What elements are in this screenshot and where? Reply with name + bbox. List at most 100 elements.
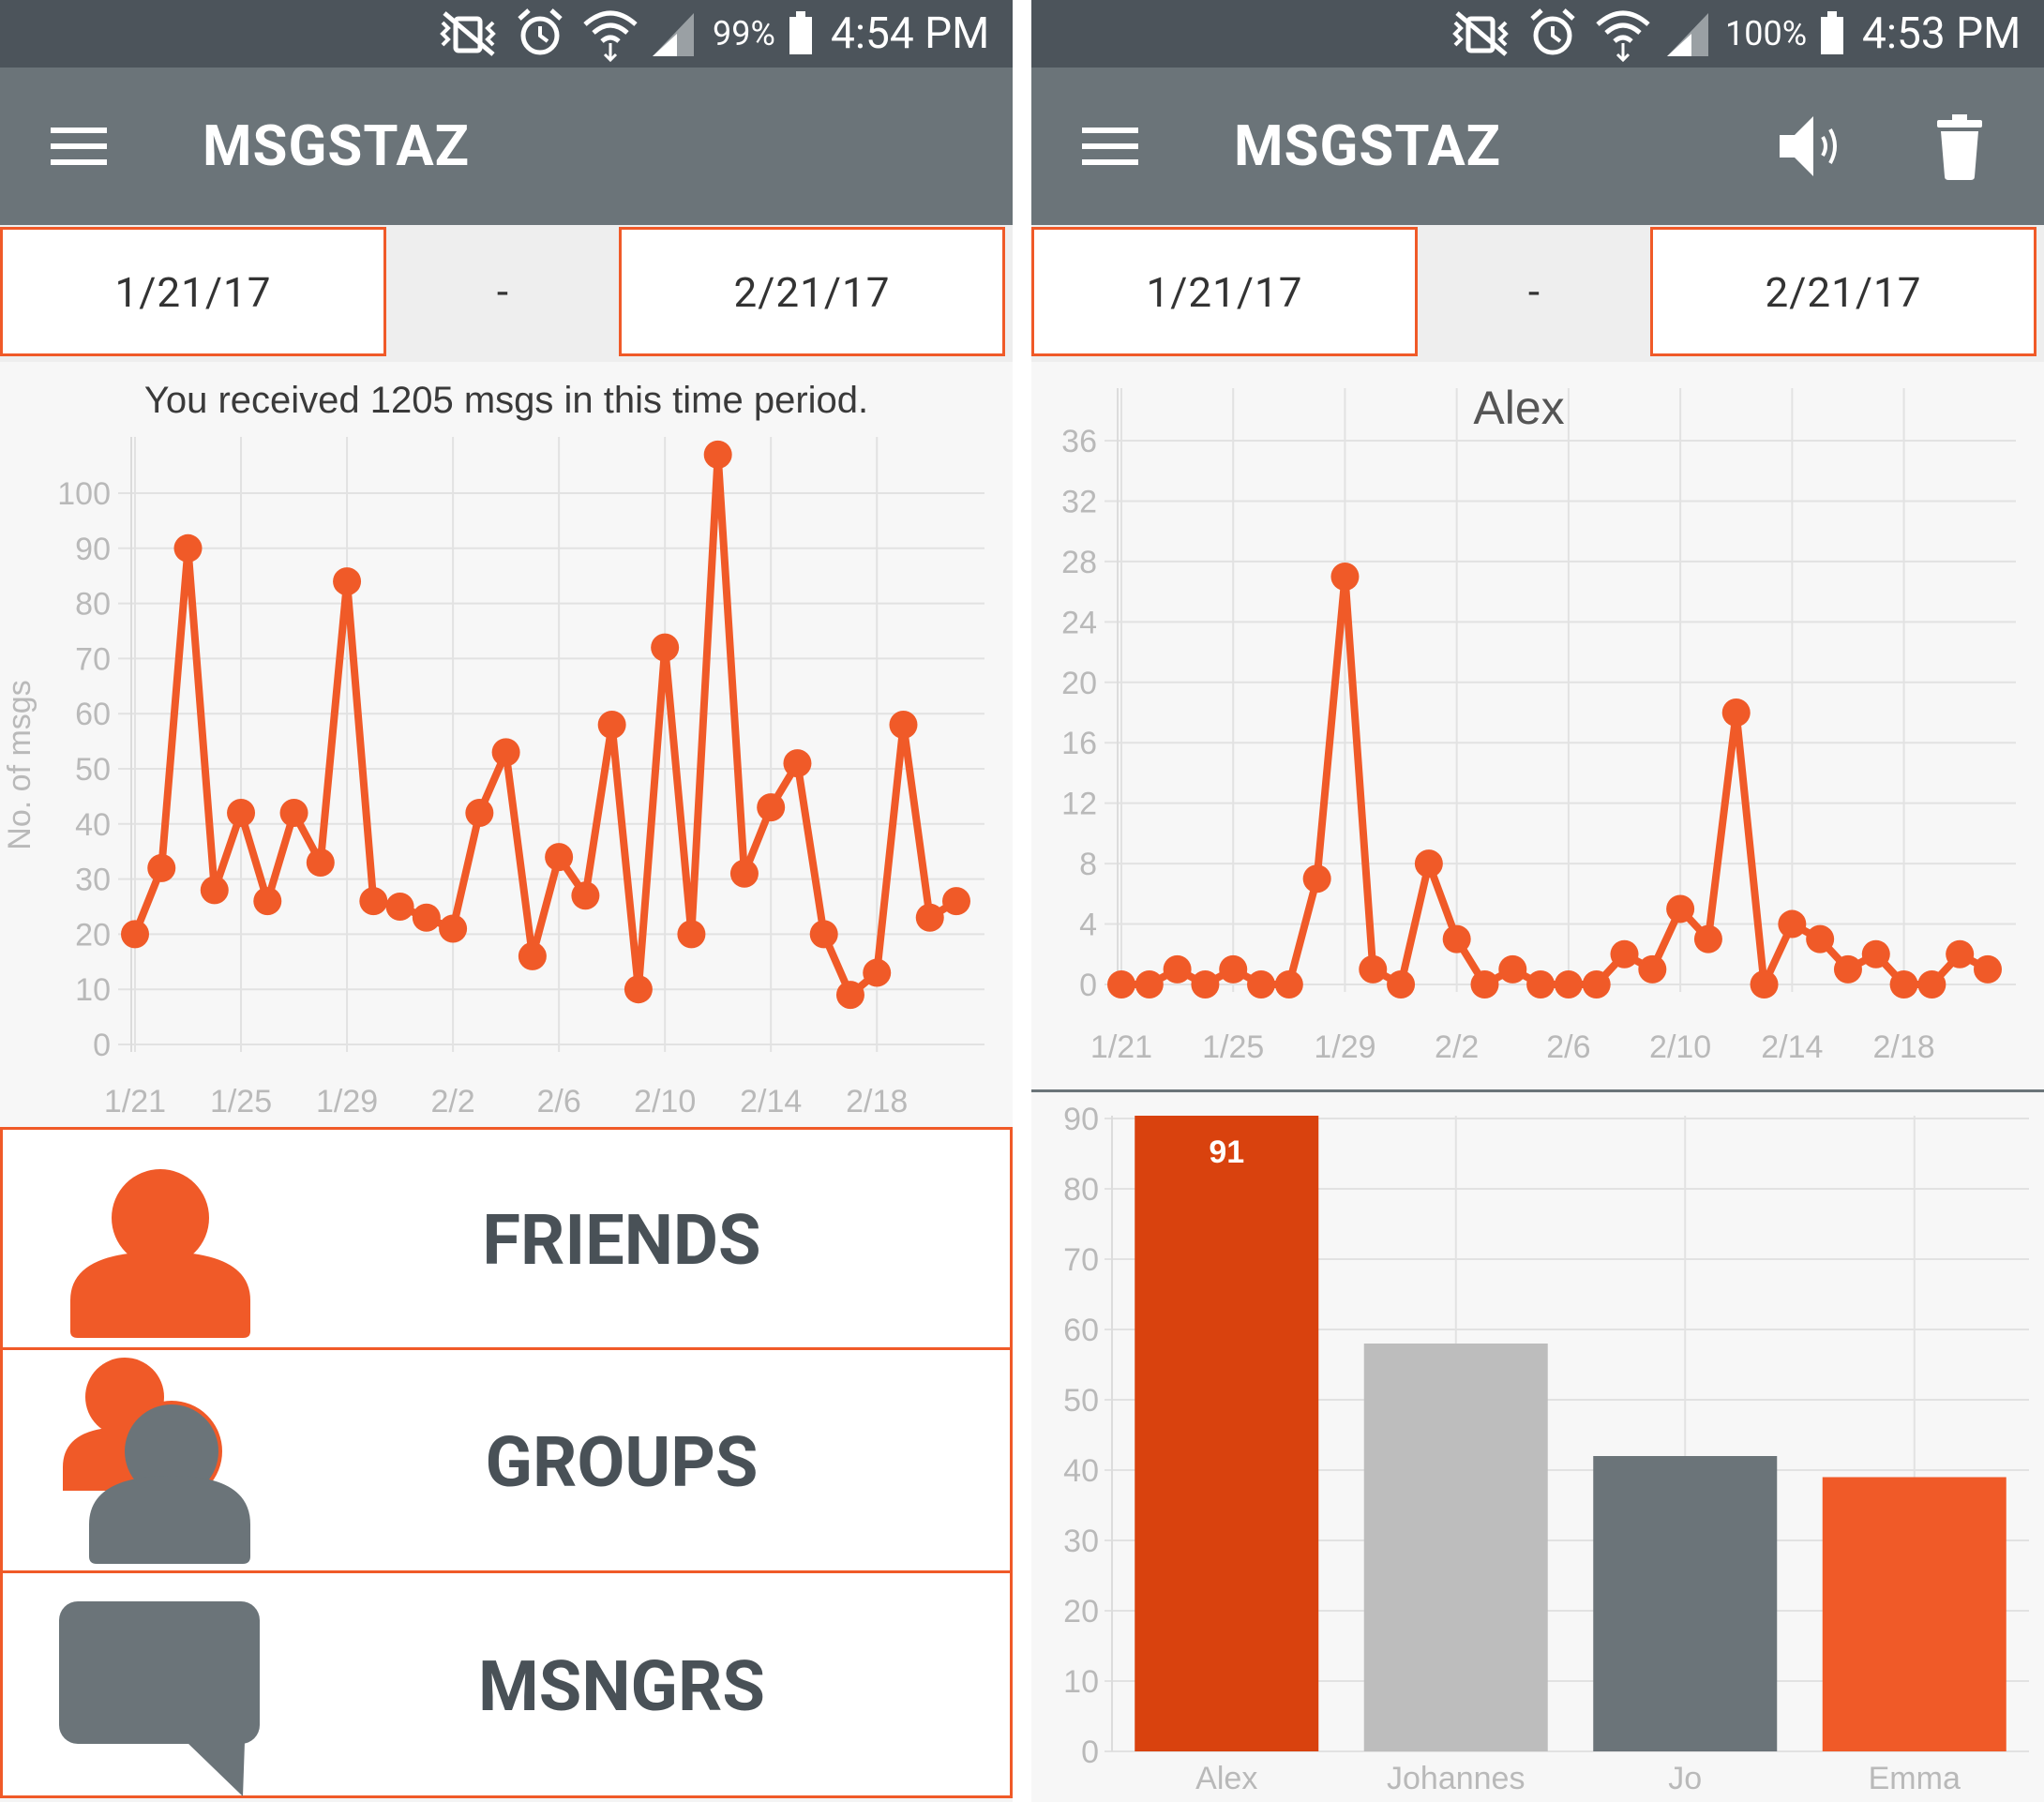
data-point [1610, 939, 1639, 969]
menu-icon[interactable] [51, 124, 107, 169]
friends-label: FRIENDS [482, 1200, 761, 1282]
bar-alex [1135, 1116, 1319, 1751]
msngrs-button[interactable]: MSNGRS [0, 1570, 1013, 1798]
date-separator: - [496, 267, 509, 316]
y-tick-label: 36 [1061, 424, 1097, 459]
data-point [1721, 698, 1751, 727]
app-title: MSGSTAZ [203, 113, 471, 179]
data-point [1526, 970, 1556, 999]
trash-icon[interactable] [1931, 111, 1988, 182]
data-point [306, 848, 335, 877]
data-point [1359, 954, 1388, 984]
y-tick-label: 0 [93, 1028, 111, 1063]
left-screen: 99% 4:54 PM MSGSTAZ 1/21/17 - 2/21/17 Yo… [0, 0, 1013, 1802]
y-tick-label: 60 [75, 697, 111, 732]
x-tick-label: Johannes [1387, 1761, 1525, 1796]
x-tick-label: 1/25 [1202, 1029, 1264, 1065]
data-point [1274, 970, 1303, 999]
alarm-icon [518, 8, 563, 55]
data-point [942, 887, 970, 916]
data-point [1302, 864, 1331, 893]
bar-johannes [1363, 1344, 1548, 1751]
end-date-field[interactable]: 2/21/17 [1650, 227, 2036, 356]
y-tick-label: 8 [1079, 847, 1097, 882]
data-point [1806, 924, 1835, 954]
x-tick-label: Alex [1195, 1761, 1257, 1796]
app-bar: MSGSTAZ [1031, 68, 2044, 225]
groups-button[interactable]: GROUPS [0, 1347, 1013, 1573]
y-tick-label: 70 [1063, 1242, 1099, 1278]
data-point [545, 843, 574, 872]
data-point [1107, 970, 1135, 999]
data-point [1946, 939, 1975, 969]
app-title: MSGSTAZ [1234, 113, 1502, 179]
data-point [809, 920, 838, 949]
data-point [173, 533, 203, 563]
data-point [465, 799, 494, 828]
data-point [1414, 849, 1443, 878]
y-tick-label: 24 [1061, 605, 1097, 640]
volume-icon[interactable] [1772, 111, 1847, 182]
x-tick-label: 1/21 [104, 1084, 166, 1119]
data-point [1778, 909, 1807, 939]
data-point [703, 440, 732, 469]
start-date-field[interactable]: 1/21/17 [1031, 227, 1418, 356]
y-tick-label: 20 [75, 917, 111, 953]
data-point [1163, 954, 1192, 984]
data-point [1247, 970, 1276, 999]
y-axis-title: No. of msgs [2, 680, 38, 849]
status-bar: 100% 4:53 PM [1031, 0, 2044, 68]
data-point [1330, 563, 1360, 591]
y-tick-label: 100 [57, 476, 111, 512]
data-point [651, 633, 680, 662]
person-icon [70, 1169, 250, 1338]
data-point [677, 920, 706, 949]
data-point [1750, 970, 1779, 999]
date-range: 1/21/17 - 2/21/17 [1031, 225, 2044, 362]
data-point [1554, 970, 1583, 999]
data-point [385, 893, 414, 921]
chat-bubble-icon [59, 1601, 260, 1796]
data-point [835, 981, 864, 1010]
data-point [1135, 970, 1164, 999]
bar-emma [1822, 1477, 2006, 1751]
data-point [147, 853, 176, 882]
status-time: 4:54 PM [831, 8, 990, 59]
y-tick-label: 20 [1061, 666, 1097, 701]
data-point [624, 975, 653, 1004]
vibrate-icon [440, 11, 496, 56]
friends-button[interactable]: FRIENDS [0, 1127, 1013, 1350]
y-tick-label: 50 [75, 752, 111, 788]
x-tick-label: 1/21 [1090, 1029, 1152, 1065]
y-tick-label: 90 [1063, 1102, 1099, 1137]
top-contacts-bar-chart: 0 10 20 30 40 50 60 70 80 90 91 Alex Johannes Jo Emma [1031, 1093, 2044, 1802]
x-tick-label: 2/6 [536, 1084, 580, 1119]
y-tick-label: 40 [75, 807, 111, 843]
data-point [783, 749, 812, 778]
data-point [121, 920, 149, 949]
data-point [1191, 970, 1220, 999]
app-bar: MSGSTAZ [0, 68, 1013, 225]
battery-icon [1821, 11, 1843, 54]
data-point [1974, 954, 2002, 984]
data-point [1582, 970, 1611, 999]
data-point [1666, 894, 1695, 924]
data-point [1638, 954, 1667, 984]
data-point [1693, 924, 1722, 954]
data-point [1442, 924, 1471, 954]
end-date-field[interactable]: 2/21/17 [619, 227, 1005, 356]
data-point [1470, 970, 1499, 999]
bar-jo [1593, 1456, 1778, 1751]
y-tick-label: 0 [1079, 968, 1097, 1003]
start-date-field[interactable]: 1/21/17 [0, 227, 386, 356]
y-tick-label: 32 [1061, 484, 1097, 519]
x-tick-label: 2/10 [634, 1084, 696, 1119]
y-tick-label: 80 [1063, 1172, 1099, 1208]
menu-icon[interactable] [1082, 124, 1138, 169]
date-separator: - [1527, 267, 1541, 316]
signal-icon [653, 13, 694, 56]
msngrs-label: MSNGRS [478, 1646, 765, 1728]
y-tick-label: 30 [1063, 1524, 1099, 1559]
x-tick-label: 2/14 [740, 1084, 802, 1119]
data-point [1917, 970, 1946, 999]
